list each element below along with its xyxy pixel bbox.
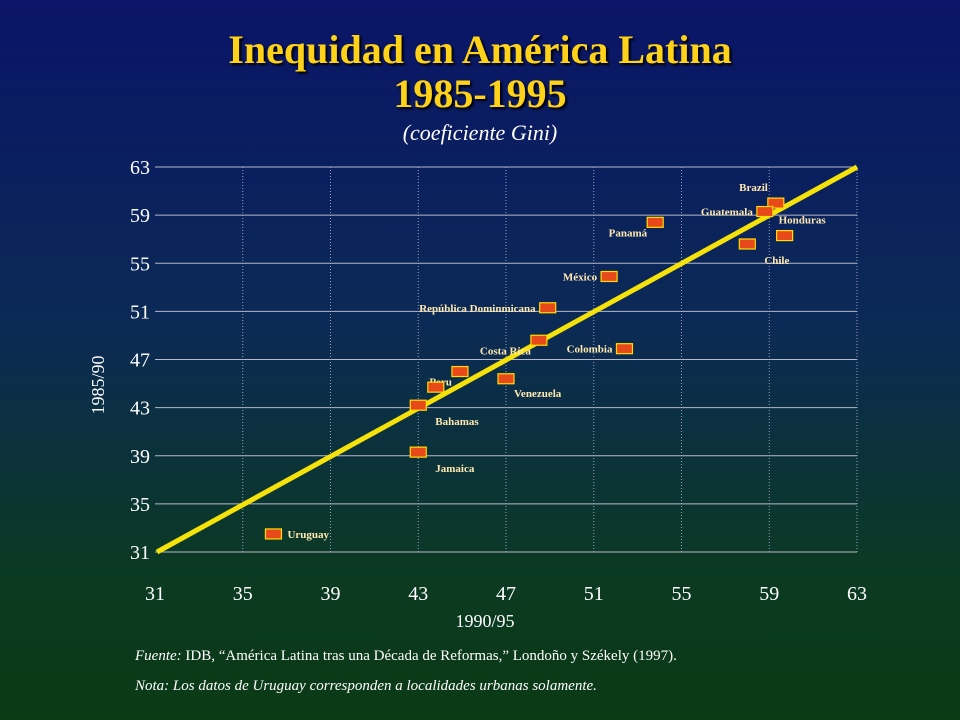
y-axis-label: 1985/90 bbox=[88, 355, 108, 414]
y-tick-label-3: 43 bbox=[130, 398, 150, 420]
data-point-label-3: Panamá bbox=[609, 227, 648, 239]
x-axis-ticks: 31 35 39 43 47 51 55 59 63 bbox=[145, 583, 867, 605]
chart-subtitle: (coeficiente Gini) bbox=[402, 120, 558, 145]
data-point-label-12: Bahamas bbox=[435, 416, 479, 428]
data-point-marker-6 bbox=[539, 302, 557, 314]
data-point-marker-12 bbox=[409, 399, 427, 411]
x-tick-label-2: 39 bbox=[321, 583, 341, 605]
data-point-label-13: Jamaica bbox=[435, 463, 475, 475]
data-point-marker-10 bbox=[497, 373, 515, 385]
data-point-label-14: Uruguay bbox=[287, 529, 329, 541]
y-tick-label-2: 39 bbox=[130, 446, 150, 468]
data-point-marker-1 bbox=[756, 205, 774, 218]
data-point-marker-0 bbox=[767, 197, 785, 209]
y-tick-label-4: 47 bbox=[130, 350, 150, 372]
x-tick-label-1: 35 bbox=[233, 583, 253, 605]
slide-title-years: 1985-1995 bbox=[393, 71, 567, 116]
y-tick-label-7: 59 bbox=[130, 205, 150, 227]
data-point-marker-3 bbox=[646, 216, 664, 228]
y-tick-label-6: 55 bbox=[130, 253, 150, 275]
x-tick-label-4: 47 bbox=[496, 583, 516, 605]
reference-line bbox=[155, 164, 859, 555]
data-point-label-5: México bbox=[563, 271, 598, 283]
slide-title: Inequidad en América Latina bbox=[228, 27, 732, 72]
y-tick-label-1: 35 bbox=[130, 494, 150, 516]
data-point-label-2: Honduras bbox=[779, 215, 827, 227]
x-tick-label-8: 63 bbox=[847, 583, 867, 605]
data-point-label-0: Brazil bbox=[739, 182, 768, 194]
x-tick-label-6: 55 bbox=[672, 583, 692, 605]
data-point-marker-8 bbox=[615, 343, 634, 355]
x-axis-label: 1990/95 bbox=[455, 611, 514, 631]
source-note: Fuente: IDB, “América Latina tras una Dé… bbox=[135, 648, 677, 665]
source-prefix: Fuente: bbox=[135, 648, 182, 664]
source-text: IDB, “América Latina tras una Década de … bbox=[181, 648, 677, 664]
x-tick-label-5: 51 bbox=[584, 583, 604, 605]
data-point-label-10: Venezuela bbox=[514, 388, 562, 400]
data-point-marker-7 bbox=[530, 334, 548, 346]
y-tick-label-5: 51 bbox=[130, 301, 150, 323]
data-point-marker-2 bbox=[776, 229, 794, 242]
data-point-marker-4 bbox=[738, 238, 756, 250]
data-point-label-8: Colombia bbox=[567, 344, 613, 356]
x-tick-label-0: 31 bbox=[145, 583, 165, 605]
y-tick-label-0: 31 bbox=[130, 542, 150, 564]
data-note: Nota: Los datos de Uruguay corresponden … bbox=[135, 678, 597, 694]
data-point-label-4: Chile bbox=[764, 255, 789, 267]
data-points: Brazil Guatemala Honduras Panamá Chile México… bbox=[264, 182, 827, 541]
data-point-marker-11 bbox=[427, 381, 445, 393]
data-point-label-1: Guatemala bbox=[701, 207, 753, 219]
data-point-marker-14 bbox=[264, 528, 283, 540]
data-point-marker-9 bbox=[451, 365, 469, 378]
data-point-marker-5 bbox=[600, 270, 618, 283]
y-axis-ticks: 31 35 39 43 47 51 55 59 63 bbox=[130, 157, 150, 564]
x-tick-label-7: 59 bbox=[759, 583, 779, 605]
x-tick-label-3: 43 bbox=[408, 583, 428, 605]
data-point-label-6: República Dominmicana bbox=[419, 303, 536, 315]
data-point-marker-13 bbox=[409, 446, 427, 458]
y-tick-label-8: 63 bbox=[130, 157, 150, 179]
data-point-label-7: Costa Rica bbox=[480, 345, 532, 357]
